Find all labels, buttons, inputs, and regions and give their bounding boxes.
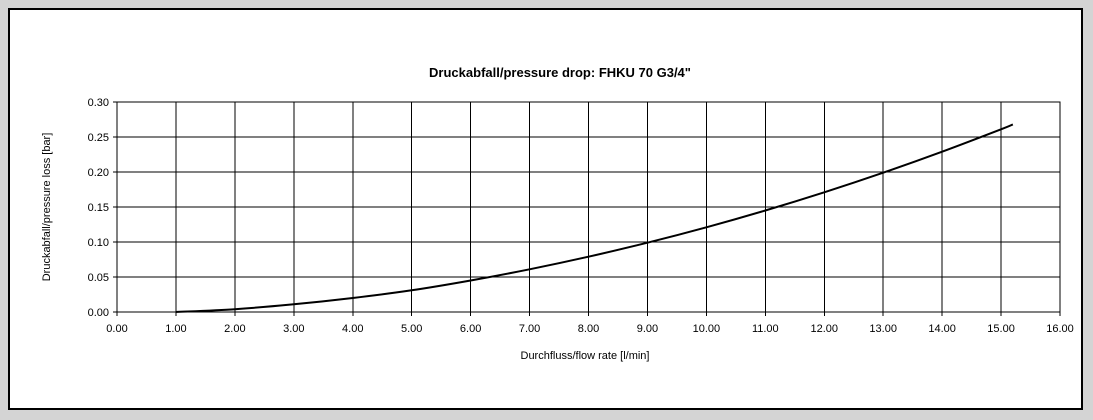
x-tick-label: 1.00	[165, 323, 186, 335]
y-tick-label: 0.30	[88, 97, 109, 109]
series-line	[175, 123, 1014, 313]
grid	[113, 101, 1061, 316]
y-tick-label: 0.05	[88, 272, 109, 284]
x-tick-label: 15.00	[987, 323, 1015, 335]
x-tick-label: 9.00	[637, 323, 658, 335]
x-tick-label: 5.00	[401, 323, 422, 335]
x-tick-label: 13.00	[869, 323, 897, 335]
pressure-drop-chart: Druckabfall/pressure drop: FHKU 70 G3/4"…	[41, 65, 1074, 362]
tick-labels: 0.00 1.00 2.00 3.00 4.00 5.00 6.00 7.00 8.00 9.00…	[88, 97, 1074, 335]
x-tick-label: 14.00	[928, 323, 956, 335]
x-tick-label: 11.00	[752, 323, 779, 335]
y-axis-label: Druckabfall/pressure loss [bar]	[41, 133, 53, 282]
x-tick-label: 4.00	[342, 323, 363, 335]
x-tick-label: 7.00	[519, 323, 540, 335]
x-axis-label: Durchfluss/flow rate [l/min]	[521, 350, 650, 362]
x-tick-label: 0.00	[106, 323, 127, 335]
y-tick-label: 0.00	[88, 307, 109, 319]
x-tick-label: 12.00	[810, 323, 838, 335]
chart-title: Druckabfall/pressure drop: FHKU 70 G3/4"	[429, 65, 691, 80]
plot-area	[116, 101, 1061, 313]
x-tick-label: 2.00	[224, 323, 245, 335]
series	[175, 123, 1014, 313]
y-tick-label: 0.15	[88, 202, 109, 214]
x-tick-label: 8.00	[578, 323, 599, 335]
x-tick-label: 6.00	[460, 323, 481, 335]
y-tick-label: 0.20	[88, 167, 109, 179]
chart-frame: Druckabfall/pressure drop: FHKU 70 G3/4"…	[8, 8, 1083, 410]
y-tick-label: 0.10	[88, 237, 109, 249]
x-tick-label: 16.00	[1046, 323, 1074, 335]
x-tick-label: 10.00	[693, 323, 721, 335]
x-tick-label: 3.00	[283, 323, 304, 335]
y-tick-label: 0.25	[88, 132, 109, 144]
